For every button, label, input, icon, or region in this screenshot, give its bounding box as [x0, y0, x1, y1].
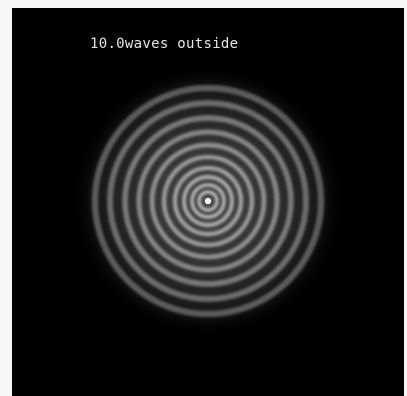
- ring-group: [91, 84, 325, 318]
- interference-ring: [172, 165, 244, 237]
- diffraction-panel: 10.0waves outside: [12, 8, 404, 396]
- interference-ring: [122, 115, 294, 287]
- interference-ring: [190, 183, 226, 219]
- caption-label: 10.0waves outside: [90, 36, 239, 52]
- interference-ring: [91, 84, 325, 318]
- interference-ring: [182, 175, 234, 227]
- interference-ring: [161, 154, 255, 248]
- interference-pattern: [80, 73, 336, 329]
- interference-ring: [149, 142, 267, 260]
- interference-ring: [107, 100, 309, 302]
- interference-ring: [197, 190, 219, 212]
- interference-ring: [136, 129, 280, 273]
- center-spot: [204, 197, 212, 205]
